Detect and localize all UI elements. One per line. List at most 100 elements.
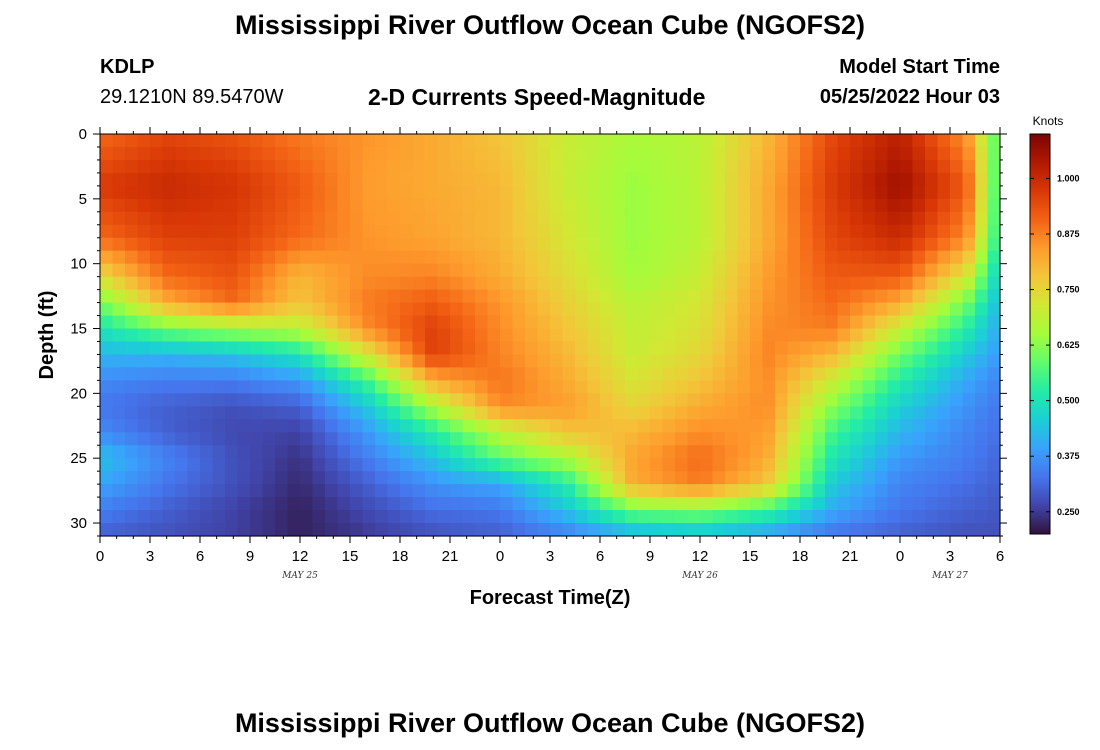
- heatmap-cell: [762, 185, 776, 200]
- heatmap-cell: [962, 315, 976, 330]
- heatmap-cell: [625, 484, 639, 498]
- y-tick-label: 20: [70, 385, 87, 402]
- heatmap-cell: [562, 198, 576, 213]
- heatmap-cell: [937, 354, 951, 369]
- heatmap-cell: [125, 315, 139, 330]
- heatmap-cell: [600, 276, 614, 291]
- heatmap-cell: [737, 172, 751, 187]
- heatmap-cell: [687, 523, 701, 537]
- heatmap-cell: [812, 302, 826, 317]
- heatmap-cell: [125, 302, 139, 317]
- heatmap-cell: [475, 315, 489, 330]
- heatmap-cell: [237, 367, 251, 381]
- heatmap-cell: [512, 354, 526, 369]
- heatmap-cell: [887, 224, 901, 239]
- heatmap-cell: [275, 471, 289, 485]
- heatmap-cell: [812, 185, 826, 200]
- heatmap-cell: [612, 523, 626, 537]
- heatmap-cell: [187, 146, 201, 161]
- heatmap-cell: [400, 367, 414, 381]
- heatmap-cell: [175, 471, 189, 485]
- heatmap-cell: [950, 159, 964, 174]
- heatmap-cell: [200, 263, 214, 278]
- heatmap-cell: [212, 445, 226, 459]
- heatmap-cell: [500, 419, 514, 433]
- heatmap-cell: [162, 354, 176, 369]
- heatmap-cell: [962, 328, 976, 343]
- heatmap-cell: [387, 380, 401, 394]
- heatmap-cell: [125, 393, 139, 407]
- heatmap-cell: [375, 328, 389, 343]
- heatmap-cell: [837, 484, 851, 498]
- heatmap-cell: [700, 250, 714, 265]
- heatmap-cell: [625, 263, 639, 278]
- heatmap-cell: [612, 432, 626, 446]
- heatmap-cell: [550, 432, 564, 446]
- heatmap-cell: [525, 367, 539, 381]
- heatmap-cell: [400, 328, 414, 343]
- heatmap-cell: [137, 315, 151, 330]
- heatmap-cell: [700, 367, 714, 381]
- heatmap-cell: [300, 237, 314, 252]
- heatmap-cell: [112, 146, 126, 161]
- heatmap-cell: [125, 185, 139, 200]
- heatmap-cell: [500, 328, 514, 343]
- heatmap-cell: [662, 510, 676, 524]
- heatmap-cell: [100, 276, 114, 291]
- heatmap-cell: [150, 497, 164, 511]
- heatmap-cell: [725, 484, 739, 498]
- heatmap-cell: [875, 315, 889, 330]
- heatmap-cell: [800, 471, 814, 485]
- heatmap-cell: [750, 380, 764, 394]
- heatmap-cell: [862, 341, 876, 356]
- heatmap-cell: [237, 328, 251, 343]
- heatmap-cell: [200, 510, 214, 524]
- heatmap-cell: [637, 172, 651, 187]
- heatmap-cell: [300, 211, 314, 226]
- heatmap-cell: [162, 276, 176, 291]
- heatmap-cell: [375, 134, 389, 148]
- heatmap-cell: [450, 315, 464, 330]
- heatmap-cell: [600, 289, 614, 304]
- heatmap-cell: [825, 341, 839, 356]
- heatmap-cell: [312, 458, 326, 472]
- heatmap-cell: [587, 432, 601, 446]
- heatmap-cell: [312, 523, 326, 537]
- heatmap-cell: [800, 419, 814, 433]
- heatmap-cell: [825, 354, 839, 369]
- heatmap-cell: [925, 250, 939, 265]
- heatmap-cell: [912, 484, 926, 498]
- heatmap-cell: [350, 263, 364, 278]
- heatmap-cell: [500, 172, 514, 187]
- heatmap-cell: [137, 354, 151, 369]
- heatmap-cell: [400, 497, 414, 511]
- heatmap-cell: [587, 367, 601, 381]
- heatmap-cell: [812, 497, 826, 511]
- heatmap-cell: [400, 302, 414, 317]
- heatmap-cell: [487, 458, 501, 472]
- heatmap-cell: [200, 328, 214, 343]
- colorbar-tick-label: 0.375: [1057, 451, 1080, 461]
- heatmap-cell: [175, 367, 189, 381]
- heatmap-cell: [937, 146, 951, 161]
- heatmap-cell: [712, 172, 726, 187]
- heatmap-cell: [700, 328, 714, 343]
- heatmap-cell: [800, 354, 814, 369]
- heatmap-cell: [262, 159, 276, 174]
- heatmap-cell: [150, 510, 164, 524]
- heatmap-cell: [775, 419, 789, 433]
- heatmap-cell: [850, 185, 864, 200]
- heatmap-cell: [850, 276, 864, 291]
- heatmap-cell: [362, 445, 376, 459]
- heatmap-cell: [900, 185, 914, 200]
- heatmap-cell: [537, 341, 551, 356]
- heatmap-cell: [825, 523, 839, 537]
- heatmap-cell: [575, 315, 589, 330]
- heatmap-cell: [912, 328, 926, 343]
- heatmap-cell: [875, 134, 889, 148]
- heatmap-cell: [312, 211, 326, 226]
- heatmap-cell: [987, 341, 1001, 356]
- y-tick-label: 10: [70, 256, 87, 273]
- heatmap-cell: [387, 289, 401, 304]
- heatmap-cell: [200, 250, 214, 265]
